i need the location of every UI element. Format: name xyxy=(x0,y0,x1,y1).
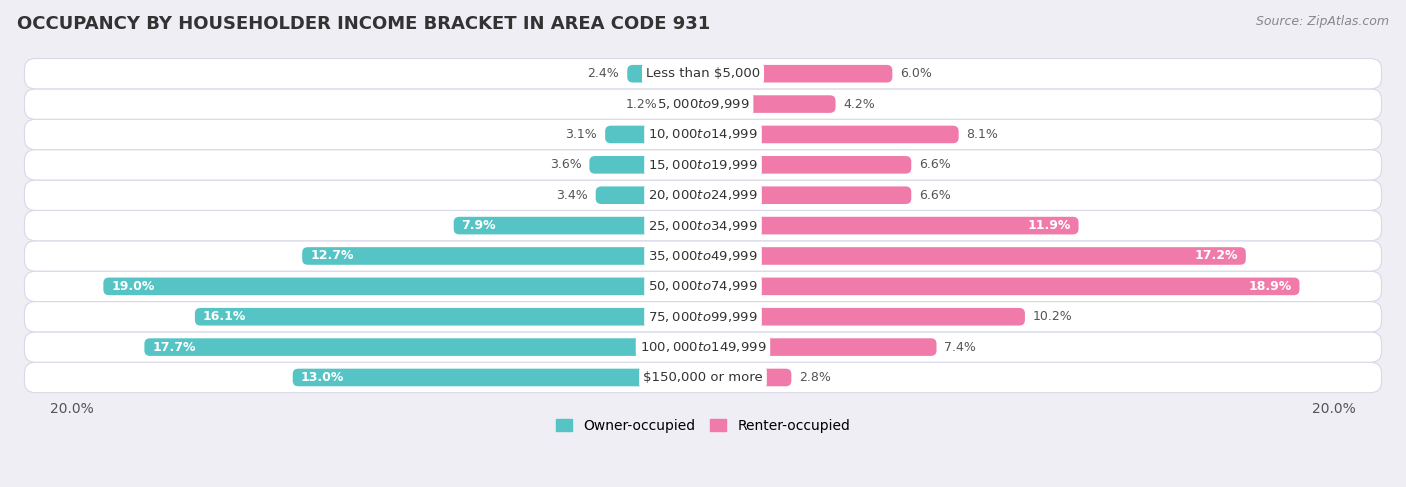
FancyBboxPatch shape xyxy=(627,65,703,82)
Text: 7.9%: 7.9% xyxy=(461,219,496,232)
FancyBboxPatch shape xyxy=(24,332,1382,362)
Text: 6.6%: 6.6% xyxy=(920,158,950,171)
FancyBboxPatch shape xyxy=(703,369,792,386)
FancyBboxPatch shape xyxy=(302,247,703,265)
Text: 6.0%: 6.0% xyxy=(900,67,932,80)
Text: Source: ZipAtlas.com: Source: ZipAtlas.com xyxy=(1256,15,1389,28)
FancyBboxPatch shape xyxy=(24,210,1382,241)
Text: 18.9%: 18.9% xyxy=(1249,280,1292,293)
Text: 12.7%: 12.7% xyxy=(311,249,353,262)
Text: $75,000 to $99,999: $75,000 to $99,999 xyxy=(648,310,758,324)
FancyBboxPatch shape xyxy=(24,301,1382,332)
Text: $150,000 or more: $150,000 or more xyxy=(643,371,763,384)
Text: $20,000 to $24,999: $20,000 to $24,999 xyxy=(648,188,758,202)
FancyBboxPatch shape xyxy=(292,369,703,386)
Text: 11.9%: 11.9% xyxy=(1028,219,1071,232)
Text: $35,000 to $49,999: $35,000 to $49,999 xyxy=(648,249,758,263)
FancyBboxPatch shape xyxy=(195,308,703,325)
Text: 16.1%: 16.1% xyxy=(202,310,246,323)
Text: 19.0%: 19.0% xyxy=(111,280,155,293)
Text: 2.8%: 2.8% xyxy=(799,371,831,384)
Text: $5,000 to $9,999: $5,000 to $9,999 xyxy=(657,97,749,111)
Text: OCCUPANCY BY HOUSEHOLDER INCOME BRACKET IN AREA CODE 931: OCCUPANCY BY HOUSEHOLDER INCOME BRACKET … xyxy=(17,15,710,33)
Text: 17.7%: 17.7% xyxy=(152,340,195,354)
FancyBboxPatch shape xyxy=(24,89,1382,119)
Text: 6.6%: 6.6% xyxy=(920,189,950,202)
FancyBboxPatch shape xyxy=(24,180,1382,210)
FancyBboxPatch shape xyxy=(703,95,835,113)
FancyBboxPatch shape xyxy=(703,338,936,356)
FancyBboxPatch shape xyxy=(703,187,911,204)
FancyBboxPatch shape xyxy=(703,278,1299,295)
FancyBboxPatch shape xyxy=(703,217,1078,234)
Text: 17.2%: 17.2% xyxy=(1195,249,1237,262)
Text: 3.6%: 3.6% xyxy=(550,158,582,171)
FancyBboxPatch shape xyxy=(24,271,1382,301)
Text: $25,000 to $34,999: $25,000 to $34,999 xyxy=(648,219,758,233)
FancyBboxPatch shape xyxy=(24,58,1382,89)
Text: 7.4%: 7.4% xyxy=(945,340,976,354)
Text: $15,000 to $19,999: $15,000 to $19,999 xyxy=(648,158,758,172)
FancyBboxPatch shape xyxy=(703,247,1246,265)
Text: $10,000 to $14,999: $10,000 to $14,999 xyxy=(648,128,758,141)
FancyBboxPatch shape xyxy=(589,156,703,174)
Text: 1.2%: 1.2% xyxy=(626,97,657,111)
FancyBboxPatch shape xyxy=(703,126,959,143)
FancyBboxPatch shape xyxy=(665,95,703,113)
Text: 10.2%: 10.2% xyxy=(1033,310,1073,323)
FancyBboxPatch shape xyxy=(24,119,1382,150)
FancyBboxPatch shape xyxy=(24,241,1382,271)
Legend: Owner-occupied, Renter-occupied: Owner-occupied, Renter-occupied xyxy=(550,413,856,438)
Text: 3.4%: 3.4% xyxy=(555,189,588,202)
FancyBboxPatch shape xyxy=(703,65,893,82)
FancyBboxPatch shape xyxy=(703,308,1025,325)
Text: $100,000 to $149,999: $100,000 to $149,999 xyxy=(640,340,766,354)
FancyBboxPatch shape xyxy=(454,217,703,234)
FancyBboxPatch shape xyxy=(596,187,703,204)
Text: 8.1%: 8.1% xyxy=(966,128,998,141)
Text: Less than $5,000: Less than $5,000 xyxy=(645,67,761,80)
Text: 2.4%: 2.4% xyxy=(588,67,620,80)
FancyBboxPatch shape xyxy=(145,338,703,356)
FancyBboxPatch shape xyxy=(104,278,703,295)
Text: 13.0%: 13.0% xyxy=(301,371,344,384)
Text: $50,000 to $74,999: $50,000 to $74,999 xyxy=(648,280,758,293)
FancyBboxPatch shape xyxy=(703,156,911,174)
Text: 3.1%: 3.1% xyxy=(565,128,598,141)
Text: 4.2%: 4.2% xyxy=(844,97,875,111)
FancyBboxPatch shape xyxy=(24,150,1382,180)
FancyBboxPatch shape xyxy=(24,362,1382,393)
FancyBboxPatch shape xyxy=(605,126,703,143)
